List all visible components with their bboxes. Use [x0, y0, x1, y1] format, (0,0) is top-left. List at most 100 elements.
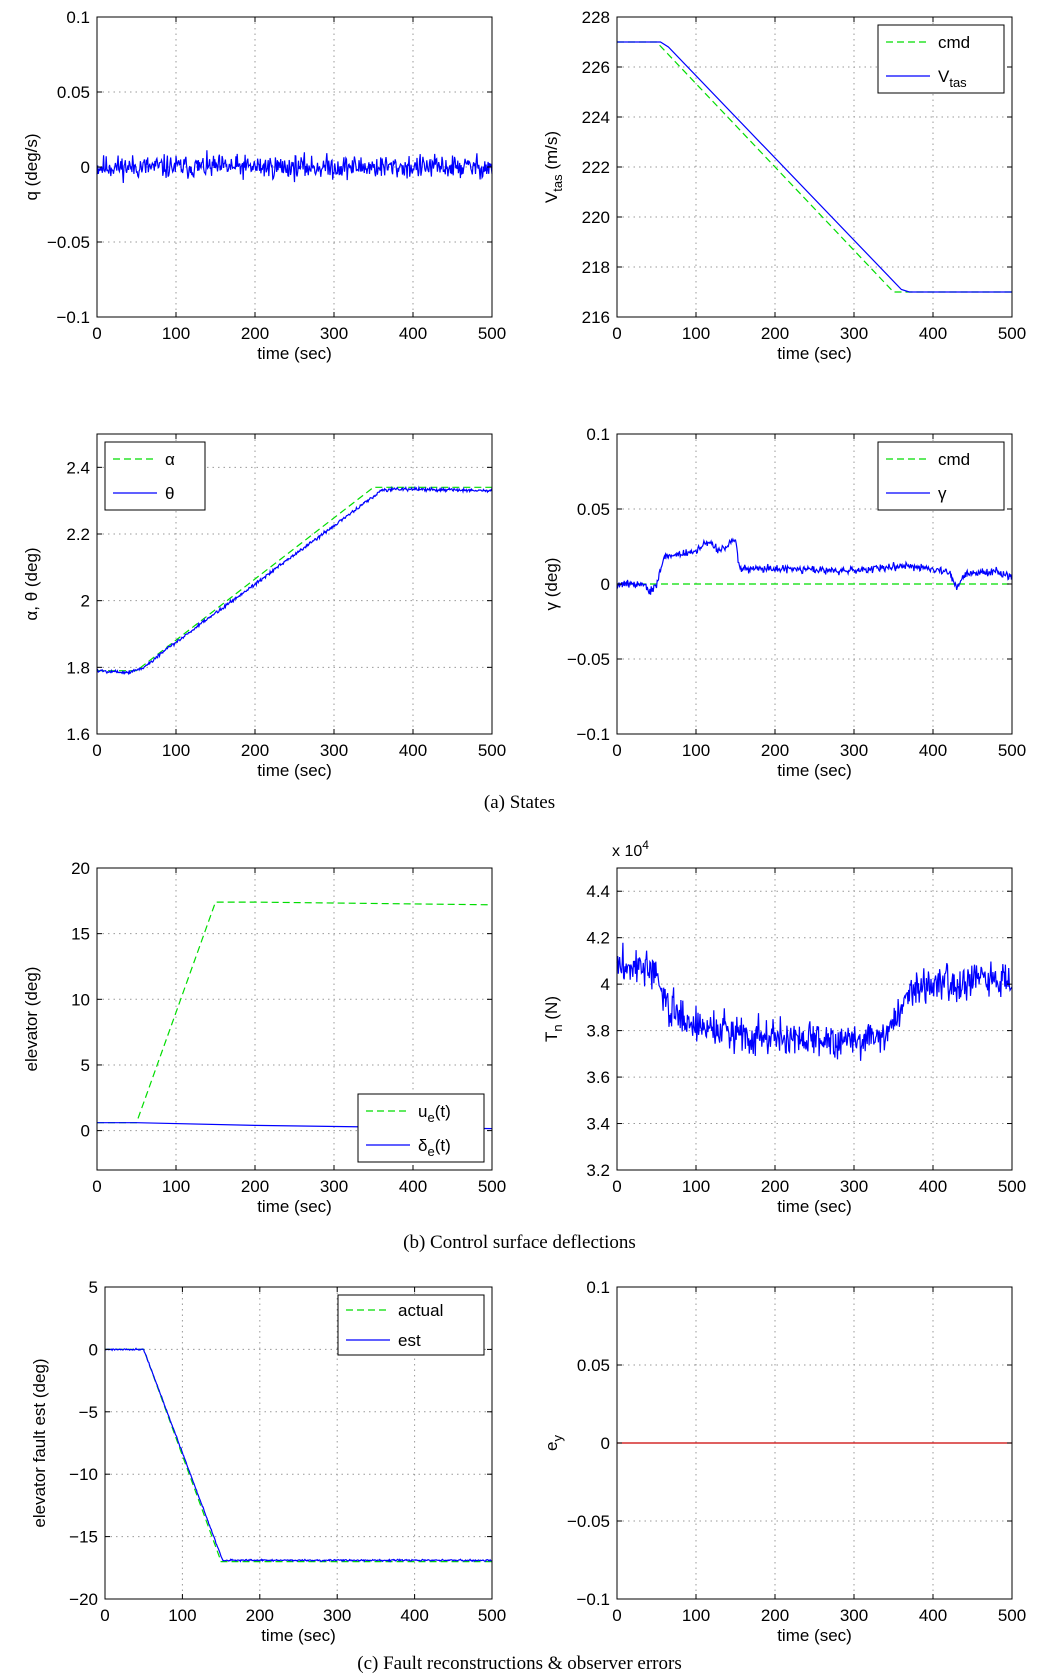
y-axis-label: Tn (N)	[542, 996, 565, 1042]
x-tick-label: 300	[320, 741, 348, 760]
legend: cmd γ	[877, 441, 1005, 511]
y-tick-label: −10	[69, 1465, 98, 1484]
x-tick-label: 400	[919, 1177, 947, 1196]
y-tick-label: 0.05	[577, 1356, 610, 1375]
x-tick-label: 0	[100, 1606, 109, 1625]
x-tick-label: 500	[478, 741, 506, 760]
y-tick-label: 4.2	[586, 929, 610, 948]
plot-frame	[96, 867, 493, 1171]
chart-vtas: 0 100 200 300 400 500 216 218 220 222 224 226 228 tim…	[542, 8, 1026, 363]
y-tick-label: 5	[89, 1278, 98, 1297]
x-tick-label: 200	[246, 1606, 274, 1625]
y-tick-label: −0.05	[567, 1512, 610, 1531]
y-tick-label: 4	[601, 975, 610, 994]
x-tick-label: 300	[840, 1606, 868, 1625]
caption-states: (a) States	[483, 792, 556, 813]
x-axis-label: time (sec)	[261, 1626, 336, 1645]
caption-control-surface: (b) Control surface deflections	[403, 1232, 636, 1253]
x-tick-label: 100	[162, 741, 190, 760]
x-tick-label: 500	[998, 1606, 1026, 1625]
y-tick-label: 1.8	[66, 658, 90, 677]
y-tick-label: −0.1	[576, 1590, 610, 1609]
y-tick-label: 0	[89, 1340, 98, 1359]
x-tick-label: 400	[919, 1606, 947, 1625]
legend-box	[104, 441, 206, 511]
y-tick-label: 3.4	[586, 1115, 610, 1134]
chart-gamma: 0 100 200 300 400 500 −0.1 −0.05 0 0.05 0.1 time (s…	[542, 425, 1026, 780]
y-axis-label: q (deg/s)	[22, 133, 41, 200]
x-tick-label: 500	[478, 324, 506, 343]
y-tick-label: 220	[582, 208, 610, 227]
x-tick-label: 0	[612, 324, 621, 343]
y-tick-label: 3.2	[586, 1161, 610, 1180]
x-tick-label: 500	[998, 324, 1026, 343]
x-axis-label: time (sec)	[777, 1197, 852, 1216]
y-tick-label: 0.05	[57, 83, 90, 102]
series-line-s0	[616, 942, 1013, 1061]
y-tick-label: 0	[601, 1434, 610, 1453]
x-tick-label: 400	[399, 324, 427, 343]
y-tick-label: 10	[71, 990, 90, 1009]
y-tick-label: 2	[81, 592, 90, 611]
y-tick-label: 15	[71, 925, 90, 944]
x-axis-label: time (sec)	[257, 761, 332, 780]
y-tick-label: 226	[582, 58, 610, 77]
x-tick-label: 0	[92, 741, 101, 760]
legend-label: cmd	[938, 33, 970, 52]
legend-box	[357, 1093, 485, 1163]
x-tick-label: 200	[241, 324, 269, 343]
x-tick-label: 0	[612, 1177, 621, 1196]
legend-label: est	[398, 1331, 421, 1350]
x-tick-label: 300	[323, 1606, 351, 1625]
y-tick-label: 0.05	[577, 500, 610, 519]
chart-q: 0 100 200 300 400 500 −0.1 −0.05 0 0.05 0.1 time (s…	[22, 8, 506, 363]
y-tick-label: 0	[81, 1122, 90, 1141]
x-tick-label: 400	[400, 1606, 428, 1625]
x-tick-label: 400	[919, 324, 947, 343]
y-tick-label: 5	[81, 1056, 90, 1075]
y-tick-label: −0.05	[47, 233, 90, 252]
x-tick-label: 500	[478, 1606, 506, 1625]
series-line-est	[104, 1347, 492, 1563]
y-tick-label: −5	[79, 1403, 98, 1422]
y-axis-label: γ (deg)	[542, 558, 561, 611]
x-tick-label: 100	[168, 1606, 196, 1625]
x-tick-label: 0	[612, 1606, 621, 1625]
series-line-u	[97, 901, 493, 1124]
x-axis-label: time (sec)	[257, 344, 332, 363]
y-tick-label: 224	[582, 108, 610, 127]
x-axis-label: time (sec)	[777, 344, 852, 363]
legend-label: γ	[938, 484, 947, 503]
exponent-label: x 104	[612, 838, 649, 860]
chart-thrust: 0 100 200 300 400 500 3.2 3.4 3.6 3.8 4 4.2 4.4 time …	[542, 838, 1026, 1216]
x-tick-label: 200	[761, 1177, 789, 1196]
y-tick-label: 0.1	[66, 8, 90, 27]
x-tick-label: 400	[399, 741, 427, 760]
y-axis-label: elevator (deg)	[22, 967, 41, 1072]
legend-label: α	[165, 450, 175, 469]
y-axis-label: α, θ (deg)	[22, 547, 41, 620]
x-tick-label: 200	[761, 741, 789, 760]
legend-label: ue(t)	[418, 1102, 451, 1125]
x-tick-label: 500	[998, 1177, 1026, 1196]
y-tick-label: 20	[71, 859, 90, 878]
x-axis-label: time (sec)	[777, 761, 852, 780]
x-tick-label: 500	[478, 1177, 506, 1196]
y-tick-label: 0.1	[586, 425, 610, 444]
chart-elevator: 0 100 200 300 400 500 0 5 10 15 20 time (sec) elevat…	[22, 859, 506, 1216]
y-tick-label: 1.6	[66, 725, 90, 744]
x-tick-label: 100	[682, 1606, 710, 1625]
y-tick-label: 222	[582, 158, 610, 177]
y-tick-label: 3.8	[586, 1022, 610, 1041]
y-tick-label: −0.1	[56, 308, 90, 327]
y-tick-label: 4.4	[586, 882, 610, 901]
x-tick-label: 400	[919, 741, 947, 760]
y-tick-label: −0.05	[567, 650, 610, 669]
y-axis-label: ey	[542, 1435, 565, 1451]
x-axis-label: time (sec)	[257, 1197, 332, 1216]
x-tick-label: 300	[320, 324, 348, 343]
series-line-V	[617, 41, 1012, 293]
x-tick-label: 200	[241, 1177, 269, 1196]
x-tick-label: 300	[320, 1177, 348, 1196]
